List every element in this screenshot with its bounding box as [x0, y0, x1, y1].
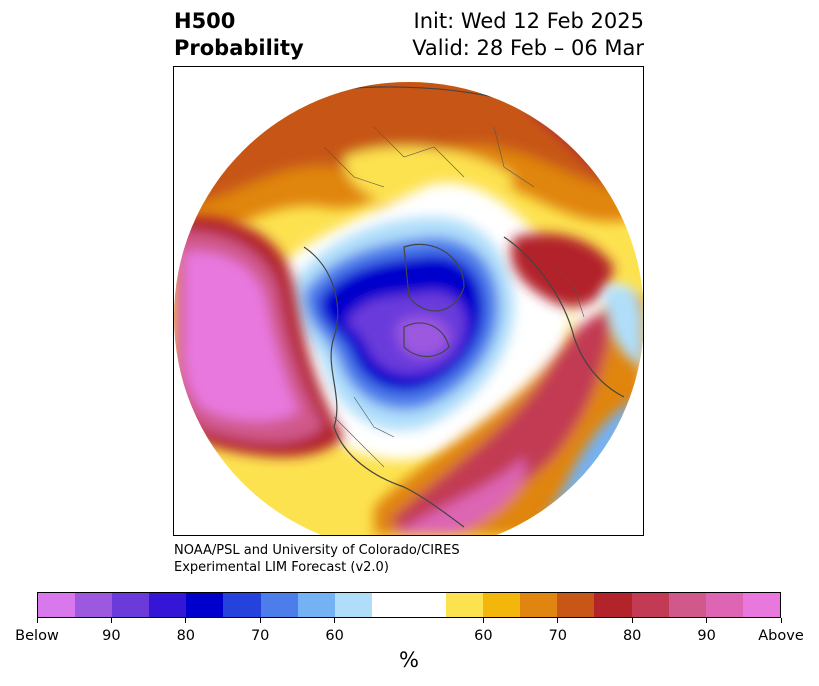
colorbar-tick-label: 80 [176, 628, 196, 644]
colorbar-swatch [631, 593, 669, 617]
colorbar-tick-mark [482, 618, 484, 623]
colorbar-swatch [297, 593, 335, 617]
colorbar-swatch [371, 593, 409, 617]
valid-date-label: Valid: 28 Feb – 06 Mar [412, 36, 644, 60]
colorbar-unit-label: % [399, 648, 419, 672]
colorbar-tick-mark [557, 618, 559, 623]
colorbar-tick-mark [706, 618, 708, 623]
credit-line-1: NOAA/PSL and University of Colorado/CIRE… [174, 543, 460, 558]
credit-line-2: Experimental LIM Forecast (v2.0) [174, 560, 389, 575]
colorbar-swatch [557, 593, 595, 617]
polar-probability-map [174, 82, 643, 535]
colorbar-tick-label: 90 [102, 628, 121, 644]
coastline-europe [503, 236, 625, 398]
colorbar-tick-label: 70 [548, 628, 568, 644]
colorbar-swatch [594, 593, 632, 617]
colorbar-swatch [520, 593, 558, 617]
coastline-arctic-islands [403, 322, 450, 357]
variable-label: H500 [174, 9, 236, 33]
colorbar-tick-label: Above [758, 628, 804, 644]
colorbar-swatch [334, 593, 372, 617]
init-date-label: Init: Wed 12 Feb 2025 [413, 9, 644, 33]
colorbar-swatch [408, 593, 447, 617]
colorbar [37, 592, 781, 618]
colorbar-swatch [260, 593, 298, 617]
colorbar-swatch [705, 593, 743, 617]
colorbar-tick-label: 60 [474, 628, 493, 644]
map-title-dates: Init: Wed 12 Feb 2025 Valid: 28 Feb – 06… [412, 8, 644, 62]
colorbar-tick-mark [780, 618, 782, 623]
field-above-extreme-south [394, 457, 526, 535]
colorbar-tick-label: 60 [325, 628, 344, 644]
colorbar-swatch [446, 593, 484, 617]
colorbar-tick-label: Below [15, 628, 59, 644]
colorbar-swatch [186, 593, 224, 617]
colorbar-tick-mark [259, 618, 261, 623]
colorbar-tick-label: 80 [622, 628, 642, 644]
colorbar-tick-mark [185, 618, 187, 623]
colorbar-tick-mark [36, 618, 38, 623]
map-panel [173, 66, 644, 536]
colorbar-swatch [149, 593, 187, 617]
colorbar-swatch [38, 593, 76, 617]
colorbar-tick-mark [631, 618, 633, 623]
map-title-variable: H500 Probability [174, 8, 304, 62]
colorbar-tick-label: 90 [697, 628, 716, 644]
colorbar-swatch [668, 593, 706, 617]
coastline-north-america [303, 246, 465, 528]
colorbar-swatch [483, 593, 521, 617]
product-label: Probability [174, 36, 304, 60]
colorbar-tick-label: 70 [250, 628, 270, 644]
field-above-extreme-west [183, 251, 299, 422]
field-above-80-northeast [510, 233, 614, 307]
field-above-90-east [389, 312, 614, 535]
coastline-greenland [403, 243, 465, 312]
country-borders [323, 126, 585, 468]
colorbar-swatch [223, 593, 261, 617]
colorbar-swatch [75, 593, 113, 617]
field-below-60-eastcoast [604, 285, 643, 367]
colorbar-swatch [742, 593, 780, 617]
credit-text: NOAA/PSL and University of Colorado/CIRE… [174, 542, 460, 576]
field-below-extreme [396, 316, 450, 358]
colorbar-tick-mark [110, 618, 112, 623]
colorbar-swatch [112, 593, 150, 617]
colorbar-tick-mark [334, 618, 336, 623]
